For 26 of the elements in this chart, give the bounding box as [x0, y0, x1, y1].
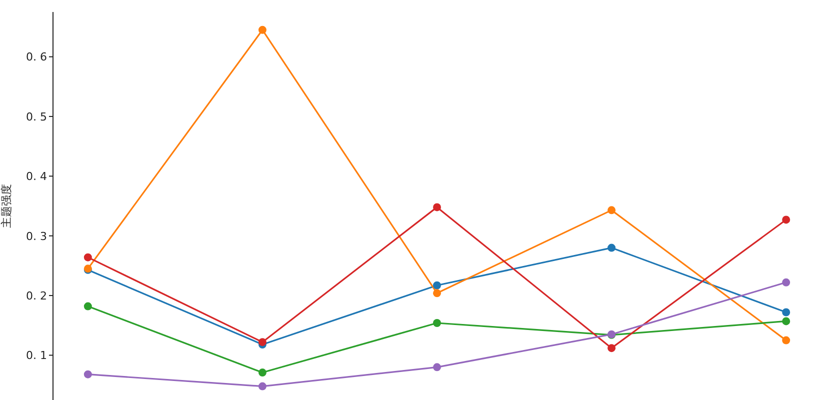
- point: [782, 336, 790, 344]
- point: [782, 216, 790, 224]
- point: [258, 26, 266, 34]
- point: [608, 244, 616, 252]
- point: [782, 317, 790, 326]
- y-tick-label: 0. 3: [26, 230, 47, 243]
- y-axis-title: 主题强度: [0, 184, 13, 228]
- point: [84, 253, 92, 262]
- point: [433, 363, 441, 372]
- point: [608, 206, 616, 214]
- point: [84, 370, 92, 378]
- point: [782, 308, 790, 316]
- y-tick-label: 0. 2: [26, 289, 47, 302]
- y-tick-label: 0. 5: [26, 110, 47, 124]
- point: [258, 382, 266, 390]
- y-tick-label: 0. 1: [26, 349, 47, 362]
- point: [608, 344, 616, 352]
- y-tick-label: 0. 6: [26, 50, 47, 64]
- y-tick-label: 0. 4: [26, 170, 47, 184]
- point: [433, 318, 441, 327]
- point: [433, 203, 441, 212]
- point: [433, 289, 441, 298]
- point: [782, 278, 790, 286]
- point: [258, 368, 266, 377]
- point: [84, 302, 92, 310]
- point: [433, 281, 441, 290]
